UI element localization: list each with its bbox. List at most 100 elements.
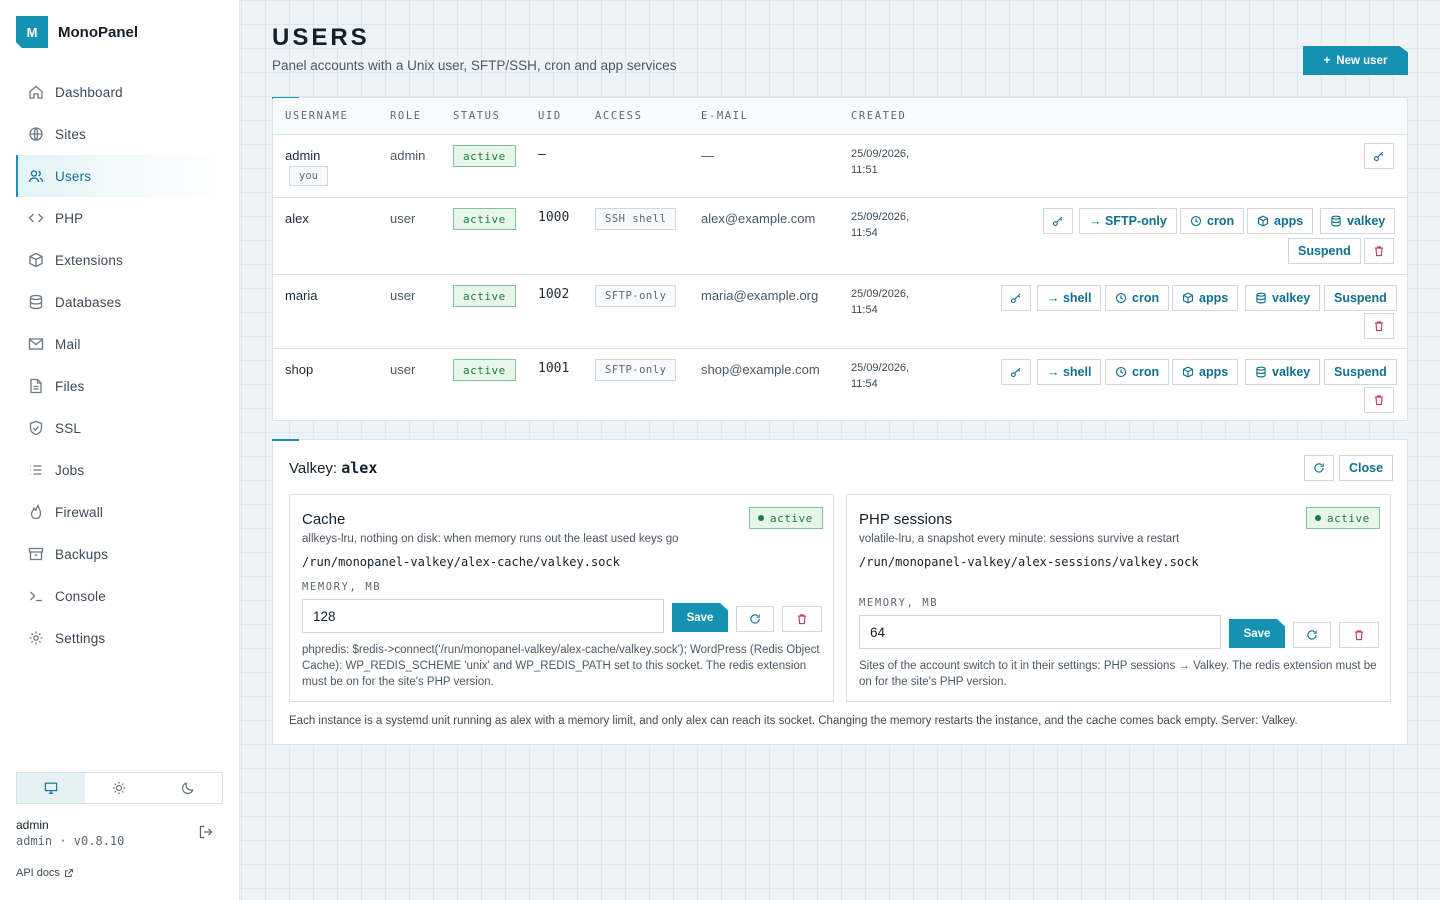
theme-dark-button[interactable] xyxy=(154,773,222,803)
valkey-footer-note: Each instance is a systemd unit running … xyxy=(289,715,1298,727)
sun-icon xyxy=(113,781,126,795)
status-badge: active xyxy=(453,285,516,307)
status-badge: active xyxy=(453,145,516,167)
theme-system-button[interactable] xyxy=(17,773,86,803)
username: maria xyxy=(285,288,318,303)
logout-button[interactable] xyxy=(198,824,214,845)
restart-button[interactable] xyxy=(736,606,774,632)
restart-button[interactable] xyxy=(1293,622,1331,648)
column-header-created[interactable]: CREATED xyxy=(851,110,907,122)
cron-label: cron xyxy=(1207,214,1235,228)
memory-label: MEMORY, MB xyxy=(859,597,939,609)
created-date: 25/09/2026, xyxy=(851,211,910,223)
valkey-button[interactable]: valkey xyxy=(1245,359,1321,385)
sidebar-item-mail[interactable]: Mail xyxy=(16,323,224,365)
status-badge: active xyxy=(453,359,516,381)
uid: 1002 xyxy=(538,287,570,302)
apps-button[interactable]: apps xyxy=(1172,359,1239,385)
gear-icon xyxy=(29,631,43,645)
globe-icon xyxy=(29,127,43,141)
column-header-role[interactable]: ROLE xyxy=(390,110,422,122)
sidebar-nav: Dashboard Sites Users PHP Extensions Dat… xyxy=(16,71,224,659)
terminal-icon xyxy=(30,591,42,602)
sidebar-item-extensions[interactable]: Extensions xyxy=(16,239,224,281)
sidebar-item-label: Dashboard xyxy=(55,84,123,100)
apps-label: apps xyxy=(1274,214,1304,228)
access-badge: SFTP-only xyxy=(595,285,677,307)
access-toggle-button[interactable]: → shell xyxy=(1037,359,1102,385)
table-row: alex user active 1000 SSH shell alex@exa… xyxy=(273,198,1407,275)
sessions-description: volatile-lru, a snapshot every minute: s… xyxy=(859,533,1180,545)
sidebar-item-backups[interactable]: Backups xyxy=(16,533,224,575)
table-header: USERNAME ROLE STATUS UID ACCESS E-MAIL C… xyxy=(273,98,1407,135)
suspend-button[interactable]: Suspend xyxy=(1324,359,1397,385)
sidebar-item-dashboard[interactable]: Dashboard xyxy=(16,71,224,113)
column-header-email[interactable]: E-MAIL xyxy=(701,110,749,122)
sidebar-item-users[interactable]: Users xyxy=(16,155,224,197)
save-button[interactable]: Save xyxy=(672,603,728,632)
status-badge: active xyxy=(749,507,823,529)
sidebar-item-label: Files xyxy=(55,378,85,394)
sidebar-item-label: Databases xyxy=(55,294,122,310)
sidebar-item-console[interactable]: Console xyxy=(16,575,224,617)
status-badge: active xyxy=(1306,507,1380,529)
access-toggle-button[interactable]: → SFTP-only xyxy=(1079,208,1177,234)
key-icon xyxy=(1010,293,1021,304)
monitor-icon xyxy=(44,782,58,794)
created-date: 25/09/2026, xyxy=(851,362,910,374)
suspend-button[interactable]: Suspend xyxy=(1324,285,1397,311)
change-password-button[interactable] xyxy=(1001,285,1031,311)
cache-description: allkeys-lru, nothing on disk: when memor… xyxy=(302,533,679,545)
flame-icon xyxy=(30,504,42,520)
sessions-instance-card: PHP sessions active volatile-lru, a snap… xyxy=(846,494,1391,702)
refresh-button[interactable] xyxy=(1304,455,1334,481)
valkey-button[interactable]: valkey xyxy=(1320,208,1396,234)
sidebar-item-jobs[interactable]: Jobs xyxy=(16,449,224,491)
valkey-panel: Valkey: alex Close Cache active allkeys-… xyxy=(272,439,1408,745)
apps-button[interactable]: apps xyxy=(1172,285,1239,311)
valkey-button[interactable]: valkey xyxy=(1245,285,1321,311)
theme-light-button[interactable] xyxy=(85,773,153,803)
sidebar-item-files[interactable]: Files xyxy=(16,365,224,407)
column-header-status[interactable]: STATUS xyxy=(453,110,501,122)
change-password-button[interactable] xyxy=(1001,359,1031,385)
change-password-button[interactable] xyxy=(1364,143,1394,169)
api-docs-link[interactable]: API docs xyxy=(16,867,74,879)
brand-logo: M xyxy=(16,16,48,48)
column-header-access[interactable]: ACCESS xyxy=(595,110,643,122)
close-button[interactable]: Close xyxy=(1339,455,1394,481)
cron-button[interactable]: cron xyxy=(1180,208,1245,234)
delete-user-button[interactable] xyxy=(1364,238,1394,264)
role: user xyxy=(390,211,416,226)
delete-instance-button[interactable] xyxy=(1339,622,1379,648)
sidebar-item-php[interactable]: PHP xyxy=(16,197,224,239)
file-icon xyxy=(30,378,42,394)
sidebar-item-sites[interactable]: Sites xyxy=(16,113,224,155)
change-password-button[interactable] xyxy=(1043,208,1073,234)
role: user xyxy=(390,288,416,303)
cron-button[interactable]: cron xyxy=(1105,285,1170,311)
delete-user-button[interactable] xyxy=(1364,387,1394,413)
apps-button[interactable]: apps xyxy=(1247,208,1314,234)
delete-user-button[interactable] xyxy=(1364,313,1394,339)
delete-instance-button[interactable] xyxy=(782,606,822,632)
cron-button[interactable]: cron xyxy=(1105,359,1170,385)
brand[interactable]: M MonoPanel xyxy=(16,16,138,48)
table-row: shop user active 1001 SFTP-only shop@exa… xyxy=(273,349,1407,421)
sessions-socket-path: /run/monopanel-valkey/alex-sessions/valk… xyxy=(859,555,1199,569)
suspend-button[interactable]: Suspend xyxy=(1288,238,1361,264)
sidebar-item-ssl[interactable]: SSL xyxy=(16,407,224,449)
access-toggle-button[interactable]: → shell xyxy=(1037,285,1102,311)
new-user-button[interactable]: + New user xyxy=(1303,46,1408,75)
refresh-icon xyxy=(750,614,760,624)
column-header-uid[interactable]: UID xyxy=(538,110,562,122)
save-button[interactable]: Save xyxy=(1229,619,1285,648)
column-header-username[interactable]: USERNAME xyxy=(285,110,349,122)
sidebar-item-settings[interactable]: Settings xyxy=(16,617,224,659)
database-icon xyxy=(29,294,43,310)
sidebar-item-databases[interactable]: Databases xyxy=(16,281,224,323)
sidebar-item-firewall[interactable]: Firewall xyxy=(16,491,224,533)
memory-input[interactable]: 128 xyxy=(302,599,664,633)
memory-input[interactable]: 64 xyxy=(859,615,1221,649)
sidebar-item-label: Firewall xyxy=(55,504,104,520)
